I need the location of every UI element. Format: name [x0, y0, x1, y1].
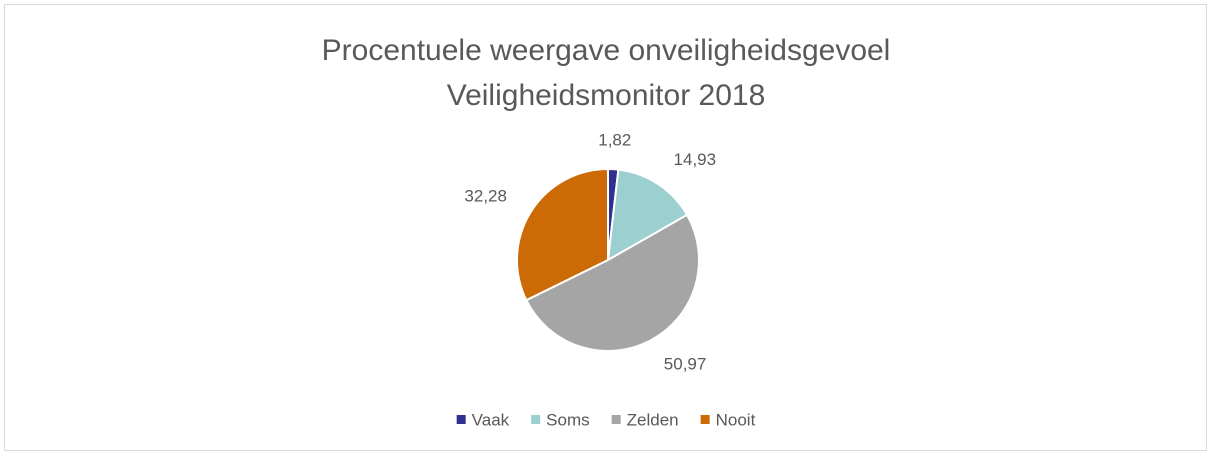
legend-label: Zelden [627, 410, 679, 429]
legend-swatch [611, 415, 621, 424]
legend-swatch [700, 415, 710, 424]
legend-swatch [531, 415, 541, 424]
data-label: 1,82 [598, 131, 631, 150]
legend-swatch [456, 415, 466, 424]
data-label: 50,97 [664, 355, 707, 374]
pie-slice [606, 168, 689, 262]
pie-slice [516, 167, 609, 302]
data-label: 32,28 [464, 187, 507, 206]
pie-slice [525, 213, 701, 352]
chart-title: Procentuele weergave onveiligheidsgevoel [322, 34, 891, 67]
legend-label: Vaak [472, 410, 510, 429]
legend-label: Nooit [716, 410, 756, 429]
data-label: 14,93 [674, 150, 717, 169]
chart-title: Veiligheidsmonitor 2018 [447, 79, 766, 112]
legend-label: Soms [546, 410, 589, 429]
